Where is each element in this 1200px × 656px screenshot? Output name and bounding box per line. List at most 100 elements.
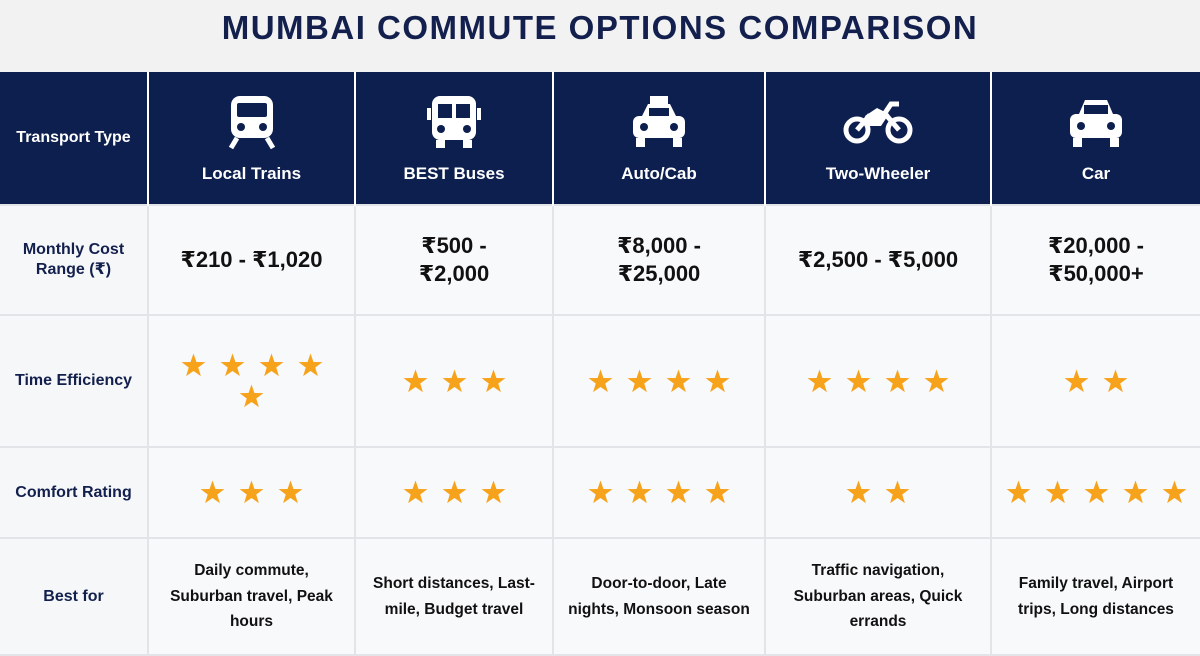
motorbike-icon [843,101,913,144]
header-text: Car [1081,164,1111,183]
stars [559,477,759,508]
stars [778,366,978,397]
rating-cell [354,314,554,448]
star [846,480,871,504]
row-label: Best for [0,537,149,656]
star-shape [481,369,505,392]
header-text: Local Trains [201,164,302,183]
star-shape [403,369,427,392]
star [1084,480,1108,504]
star-shape [278,480,303,504]
header-text: Two-Wheeler [825,164,931,183]
star-shape [924,369,949,392]
star [705,369,730,392]
star-shape [1103,369,1128,392]
star-shape [220,353,244,377]
rating-cell [990,446,1200,539]
cell: ₹8,000 - ₹25,000 [552,204,766,316]
star [1045,480,1069,504]
star-shape [885,480,910,504]
header-cell: Local Trains [147,72,355,205]
star-shape [403,480,427,504]
rating-cell [147,314,356,448]
rating-cell [552,314,766,448]
cell: Family travel, Airport trips, Long dista… [990,537,1200,656]
stars [152,477,352,508]
star-shape [481,480,505,504]
star [200,480,225,504]
star-shape [442,369,466,392]
star-shape [200,480,225,504]
rating-cell [354,446,554,539]
stars [358,477,550,508]
star [220,353,244,377]
star [239,480,264,504]
cell: ₹20,000 - ₹50,000+ [990,204,1200,316]
cell: Door-to-door, Late nights, Monsoon seaso… [552,537,766,656]
star-shape [846,480,871,504]
rating-cell [147,446,356,539]
table-row: Comfort Rating [0,446,1200,539]
header-text: Transport Type [16,129,131,146]
header-cell: Transport Type [0,72,148,205]
star [442,480,466,504]
star [705,480,730,504]
cell: Daily commute, Suburban travel, Peak hou… [147,537,356,656]
taxi-icon [633,96,685,147]
stars [172,350,332,412]
star [403,480,427,504]
star-shape [666,480,691,504]
star [846,369,871,392]
rating-cell [990,314,1200,448]
star [1123,480,1147,504]
table-row: Monthly Cost Range (₹) ₹210 - ₹1,020 ₹500 … [0,204,1200,316]
star [885,480,910,504]
star-shape [1162,480,1186,504]
row-label: Time Efficiency [0,314,149,448]
star-shape [1123,480,1147,504]
star-shape [666,369,691,392]
star-shape [239,384,264,408]
header-cell: Two-Wheeler [764,72,991,205]
star [1064,369,1089,392]
star [481,369,505,392]
stars [559,366,759,397]
star-shape [259,353,283,377]
star-shape [181,353,205,377]
star-shape [807,369,832,392]
train-icon [228,96,275,150]
title: MUMBAI COMMUTE OPTIONS COMPARISON [221,9,979,46]
rating-cell [764,314,992,448]
header-cell: Car [990,72,1200,205]
rating-cell [764,446,992,539]
table-row: Best for Daily commute, Suburban travel, … [0,537,1200,656]
star [1006,480,1030,504]
table-row: Time Efficiency [0,314,1200,448]
header-text: Auto/Cab [621,164,697,183]
star [588,369,613,392]
star [807,369,832,392]
car-icon [1070,100,1122,147]
cell: ₹500 - ₹2,000 [354,204,554,316]
comparison-table: Transport Type Local Trains BEST Buses A… [0,72,1200,656]
star [1162,480,1186,504]
star-shape [1064,369,1089,392]
star-shape [298,353,322,377]
row-label: Comfort Rating [0,446,149,539]
star [924,369,949,392]
table-body: Monthly Cost Range (₹) ₹210 - ₹1,020 ₹500 … [0,204,1200,656]
cell: ₹210 - ₹1,020 [147,204,356,316]
stars [996,477,1196,508]
star-shape [627,480,652,504]
star-shape [588,480,613,504]
star [298,353,322,377]
star [403,369,427,392]
cell: ₹2,500 - ₹5,000 [764,204,992,316]
star-shape [705,480,730,504]
star-shape [1084,480,1108,504]
bus-icon [427,96,481,148]
star [278,480,303,504]
row-label: Monthly Cost Range (₹) [0,204,149,316]
star-shape [705,369,730,392]
